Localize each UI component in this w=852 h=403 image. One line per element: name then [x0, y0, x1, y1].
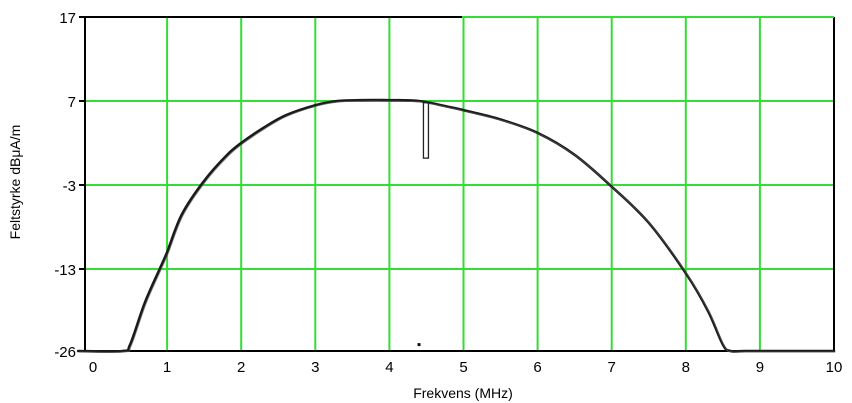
series-line-shadow-0 — [79, 100, 836, 353]
x-tick-label-6: 6 — [533, 359, 541, 376]
x-tick-label-7: 7 — [608, 359, 616, 376]
y-tick-label--3: -3 — [63, 178, 76, 195]
y-tick-label-7: 7 — [68, 94, 76, 111]
x-tick-label-5: 5 — [459, 359, 467, 376]
series-line-0 — [76, 98, 836, 353]
y-tick-label--26: -26 — [54, 344, 76, 361]
y-tick-labels: 17 7 -3 -13 -26 — [54, 10, 76, 361]
x-tick-label-4: 4 — [385, 359, 393, 376]
x-tick-label-3: 3 — [311, 359, 319, 376]
y-tick-label--13: -13 — [54, 262, 76, 279]
grid-lines — [85, 17, 834, 351]
plot-frame — [79, 16, 835, 352]
x-tick-label-10: 10 — [826, 359, 843, 376]
data-series — [76, 98, 836, 353]
x-tick-label-9: 9 — [756, 359, 764, 376]
x-tick-labels: 0 1 2 3 4 5 6 7 8 9 10 — [89, 359, 843, 376]
y-tick-label-17: 17 — [59, 10, 76, 27]
dot-marker — [417, 343, 421, 347]
annotations — [417, 102, 430, 347]
spike-marker — [422, 102, 430, 159]
y-axis-title: Feltstyrke dBμA/m — [7, 125, 23, 240]
x-tick-label-8: 8 — [682, 359, 690, 376]
x-tick-label-1: 1 — [163, 359, 171, 376]
x-tick-label-0: 0 — [89, 359, 97, 376]
x-tick-label-2: 2 — [237, 359, 245, 376]
x-axis-title: Frekvens (MHz) — [413, 385, 513, 401]
